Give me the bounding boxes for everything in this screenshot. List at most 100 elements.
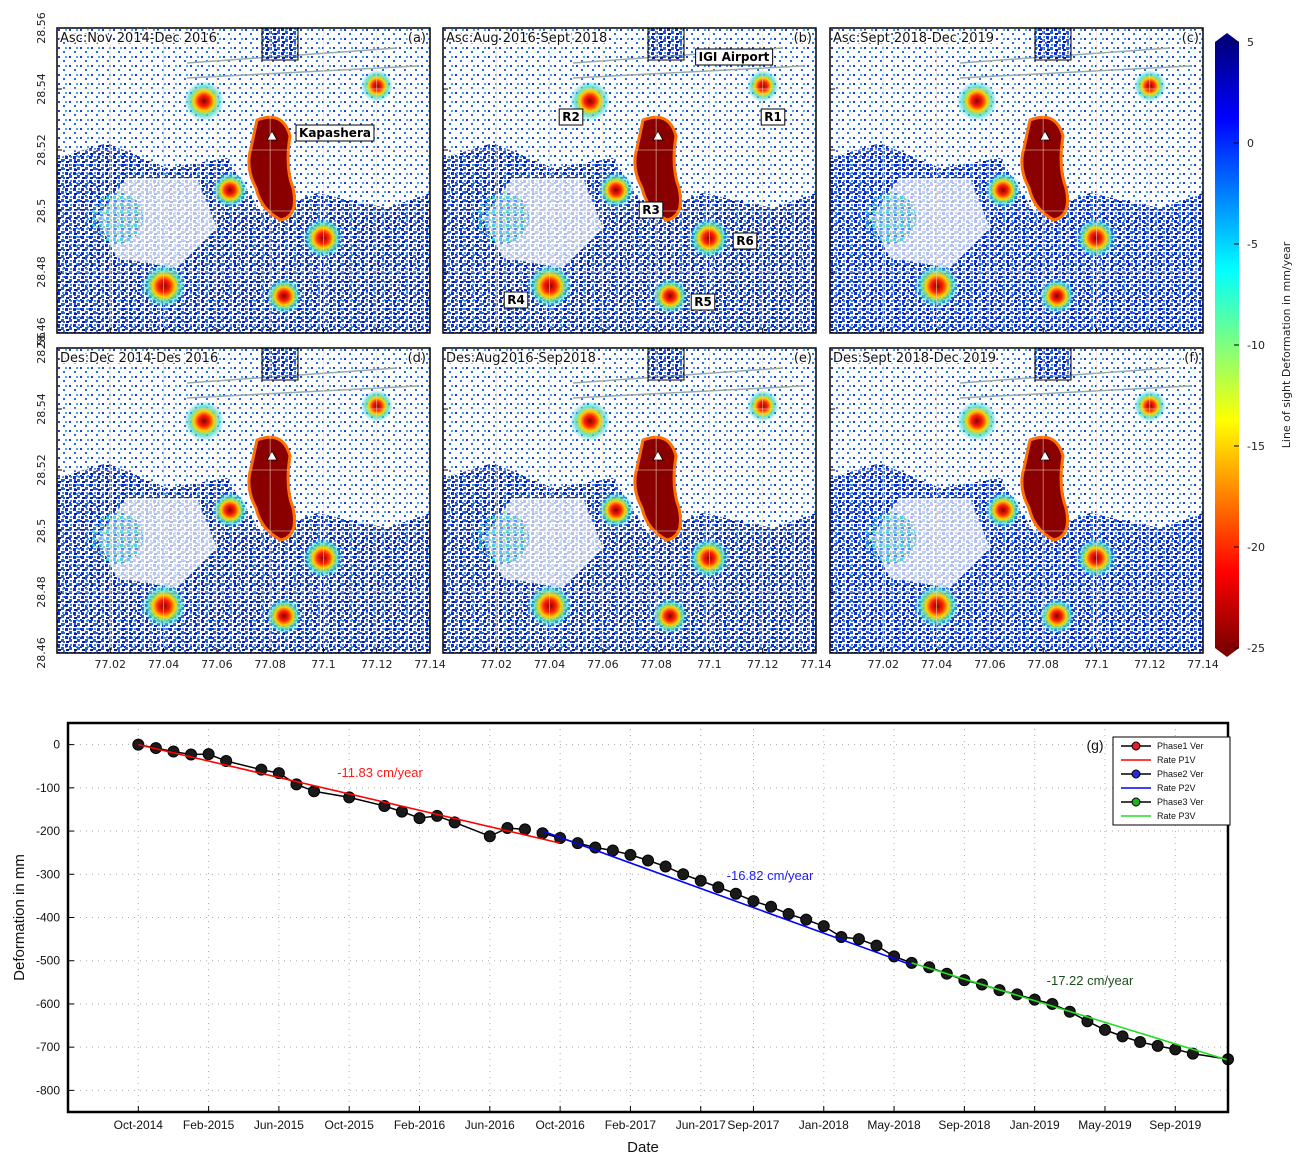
y-tick-label: 28.54: [35, 73, 48, 105]
legend-marker: [1131, 741, 1141, 751]
colorbar-tick-label: -25: [1247, 642, 1265, 655]
x-tick-label: Sep-2019: [1149, 1118, 1201, 1132]
panel-label: (g): [1086, 737, 1103, 753]
data-point: [870, 939, 883, 952]
rate-annotation: -11.83 cm/year: [337, 765, 423, 780]
x-tick-label: 77.06: [587, 658, 619, 671]
x-tick-label: 77.14: [1187, 658, 1219, 671]
y-tick-label: -600: [36, 997, 60, 1011]
panel-frame: [829, 347, 1204, 654]
legend-label: Rate P2V: [1157, 783, 1196, 793]
annotation: R4: [507, 293, 525, 307]
series-line: [542, 832, 912, 964]
data-point: [677, 868, 690, 881]
x-tick-label: Feb-2016: [394, 1118, 446, 1132]
x-tick-label: 77.04: [148, 658, 180, 671]
x-tick-label: 77.14: [800, 658, 832, 671]
data-point: [852, 933, 865, 946]
colorbar-tick-label: -15: [1247, 440, 1265, 453]
panel-label: (f): [1184, 351, 1199, 366]
annotation-box: [760, 108, 786, 126]
x-tick-label: 77.1: [1084, 658, 1109, 671]
x-tick-label: 77.1: [311, 658, 336, 671]
map-image: [57, 348, 430, 653]
panel-title: Des:Aug2016-Sep2018: [446, 351, 596, 366]
panel-label: (e): [794, 351, 812, 366]
x-tick-label: 77.12: [361, 658, 393, 671]
x-tick-label: Oct-2016: [535, 1118, 585, 1132]
legend-label: Phase3 Ver: [1157, 797, 1204, 807]
data-point: [624, 848, 637, 861]
x-tick-label: Jun-2016: [465, 1118, 515, 1132]
annotation: R2: [562, 110, 580, 124]
panel-title: Asc:Aug 2016-Sept 2018: [446, 31, 607, 46]
x-tick-label: 77.02: [95, 658, 127, 671]
x-tick-label: May-2019: [1078, 1118, 1132, 1132]
x-tick-label: 77.02: [481, 658, 513, 671]
panel-title: Des:Sept 2018-Dec 2019: [833, 351, 996, 366]
legend-marker: [1131, 797, 1141, 807]
x-tick-label: Jun-2015: [254, 1118, 304, 1132]
y-tick-label: -700: [36, 1040, 60, 1054]
data-point: [202, 748, 215, 761]
colorbar-tick-label: -20: [1247, 541, 1265, 554]
y-tick-label: 28.52: [35, 134, 48, 166]
y-tick-label: 28.54: [35, 393, 48, 425]
map-image: [830, 348, 1203, 653]
colorbar-end: [1215, 648, 1239, 657]
y-tick-label: 28.5: [35, 519, 48, 544]
annotation-box: [695, 48, 774, 66]
panel-label: (b): [794, 31, 812, 46]
x-tick-label: 77.1: [697, 658, 722, 671]
panel-frame: [829, 27, 1204, 334]
plot-frame: [66, 721, 1230, 1114]
panel-label: (c): [1182, 31, 1199, 46]
data-point: [1134, 1035, 1147, 1048]
rate-annotation: -16.82 cm/year: [727, 868, 814, 883]
annotation: IGI Airport: [699, 50, 770, 64]
x-tick-label: 77.04: [534, 658, 566, 671]
legend-marker: [1131, 769, 1141, 779]
rate-line: [542, 830, 912, 966]
colorbar-tick-label: -5: [1247, 238, 1258, 251]
data-point: [518, 823, 531, 836]
x-tick-label: 77.12: [1134, 658, 1166, 671]
panel-frame: [442, 347, 817, 654]
x-tick-label: 77.12: [747, 658, 779, 671]
data-point: [729, 887, 742, 900]
y-tick-label: -100: [36, 781, 60, 795]
colorbar-end: [1215, 33, 1239, 42]
x-tick-label: Jun-2017: [676, 1118, 726, 1132]
y-tick-label: -300: [36, 867, 60, 881]
colorbar-tick-label: -10: [1247, 339, 1265, 352]
map-image: [57, 28, 430, 333]
legend-label: Rate P1V: [1157, 755, 1196, 765]
y-tick-label: -500: [36, 954, 60, 968]
colorbar-tick-label: 5: [1247, 36, 1254, 49]
legend-label: Phase2 Ver: [1157, 769, 1204, 779]
x-tick-label: 77.04: [921, 658, 953, 671]
annotation-box: [558, 108, 584, 126]
data-point: [642, 854, 654, 867]
data-point: [483, 830, 496, 843]
map-image: [830, 28, 1203, 333]
data-point: [1116, 1030, 1129, 1043]
panel-label: (a): [408, 31, 426, 46]
y-tick-label: -200: [36, 824, 60, 838]
x-tick-label: 77.08: [254, 658, 286, 671]
legend-label: Rate P3V: [1157, 811, 1196, 821]
panel-frame: [56, 347, 431, 654]
colorbar-tick-label: 0: [1247, 137, 1254, 150]
x-tick-label: Sep-2018: [938, 1118, 990, 1132]
panel-frame: [56, 27, 431, 334]
data-point: [747, 895, 760, 908]
data-point: [782, 908, 795, 921]
x-tick-label: 77.06: [974, 658, 1006, 671]
data-point: [694, 874, 707, 887]
x-tick-label: Jan-2019: [1010, 1118, 1060, 1132]
annotation: R1: [764, 110, 782, 124]
y-tick-label: 28.56: [35, 332, 48, 364]
x-axis-title: Date: [627, 1139, 659, 1156]
map-image: [443, 28, 816, 333]
